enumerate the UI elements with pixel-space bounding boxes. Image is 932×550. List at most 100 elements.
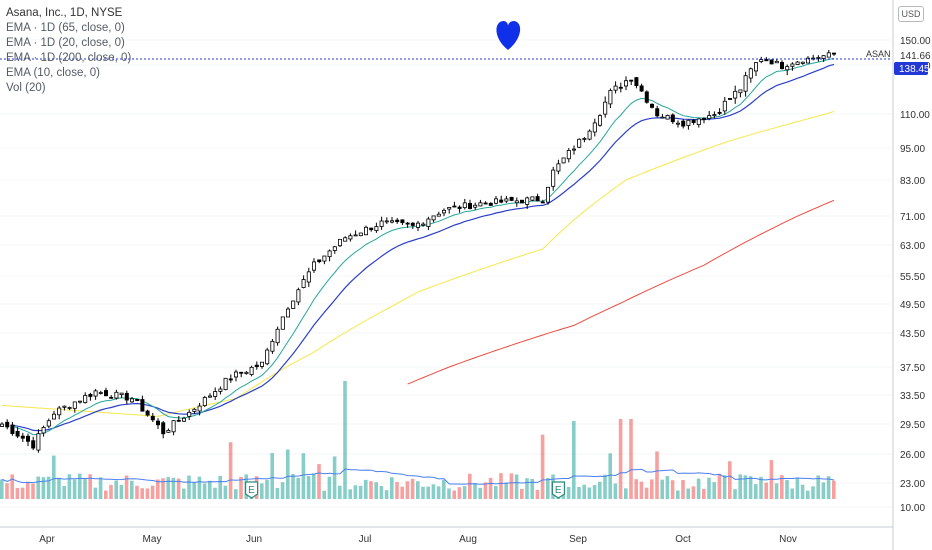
- legend-vol[interactable]: Vol (20): [6, 82, 46, 94]
- candle-body: [275, 328, 280, 344]
- candle: [639, 83, 644, 92]
- candle: [613, 81, 618, 94]
- price-tick-label: 63.00: [900, 241, 925, 252]
- candle-body: [743, 75, 748, 92]
- time-axis[interactable]: Apr May Jun Jul Aug Sep Oct Nov: [39, 534, 797, 545]
- candle-body: [728, 98, 733, 100]
- legend-title[interactable]: Asana, Inc., 1D, NYSE: [6, 7, 123, 19]
- volume-bar: [644, 487, 649, 499]
- candle: [88, 392, 93, 401]
- candle-body: [738, 89, 743, 94]
- volume-bar: [457, 487, 462, 499]
- candle-body: [270, 340, 275, 352]
- candle: [363, 225, 368, 236]
- candle-body: [530, 196, 535, 201]
- candle-body: [566, 150, 571, 160]
- volume-bar: [774, 483, 779, 499]
- candle-body: [239, 371, 244, 374]
- volume-bar: [26, 481, 30, 499]
- volume-bar: [525, 478, 529, 499]
- candle-body: [598, 115, 603, 126]
- volume-bar: [265, 479, 269, 499]
- volume-bar: [176, 478, 181, 499]
- price-tick-label: 150.00: [900, 36, 931, 47]
- volume-bar: [650, 479, 654, 499]
- candle: [634, 76, 639, 89]
- candle-body: [436, 213, 441, 217]
- volume-bar: [0, 479, 4, 499]
- candle-body: [806, 57, 811, 64]
- candle: [67, 406, 72, 411]
- volume-bar: [379, 485, 384, 499]
- candle-body: [681, 120, 686, 127]
- candle-body: [452, 205, 457, 208]
- volume-bar: [395, 482, 399, 499]
- volume-bar: [317, 464, 321, 499]
- candle: [774, 59, 779, 64]
- candle: [244, 371, 249, 375]
- candle: [384, 217, 389, 224]
- candle-body: [306, 271, 311, 283]
- candle: [665, 114, 670, 120]
- earnings-label: E: [555, 485, 562, 496]
- volume-bar: [530, 478, 534, 499]
- volume-bar: [119, 484, 124, 499]
- candle-body: [109, 396, 114, 399]
- candle: [759, 56, 764, 64]
- volume-bar: [280, 482, 285, 499]
- candle: [650, 103, 655, 109]
- legend-ema200[interactable]: EMA · 1D (200, close, 0): [6, 52, 132, 64]
- candle-body: [525, 197, 530, 205]
- candle: [670, 113, 675, 125]
- volume-bar: [639, 481, 644, 499]
- volume-bar: [728, 461, 732, 499]
- volume-bar: [592, 485, 597, 499]
- candle-body: [676, 122, 681, 125]
- volume-bar: [488, 477, 493, 499]
- earnings-marker[interactable]: E: [551, 481, 565, 499]
- volume-bar: [821, 482, 826, 499]
- legend-ema65[interactable]: EMA · 1D (65, close, 0): [6, 22, 125, 34]
- candle: [514, 197, 519, 207]
- volume-bar: [800, 484, 805, 499]
- earnings-marker[interactable]: E: [245, 481, 259, 499]
- candle: [275, 326, 280, 346]
- candle-body: [478, 202, 483, 207]
- candle-body: [582, 138, 587, 140]
- candle-body: [161, 422, 166, 435]
- candle: [280, 316, 285, 330]
- candle-body: [795, 61, 800, 65]
- currency-selector[interactable]: USD: [898, 6, 924, 22]
- volume-bar: [109, 484, 113, 499]
- volume-bar: [88, 474, 92, 499]
- candle: [821, 55, 826, 62]
- candle-body: [145, 410, 150, 416]
- candle: [660, 113, 665, 119]
- legend-ema10[interactable]: EMA (10, close, 0): [6, 67, 100, 79]
- volume-bar: [98, 477, 103, 499]
- volume-bar: [624, 488, 628, 499]
- volume-bar: [499, 473, 503, 499]
- candle: [722, 97, 727, 115]
- candle: [114, 389, 119, 400]
- candle: [577, 138, 582, 149]
- volume-bar: [702, 488, 706, 499]
- candle: [207, 393, 212, 398]
- candle: [676, 120, 681, 128]
- legend-ema20[interactable]: EMA · 1D (20, close, 0): [6, 37, 125, 49]
- volume-bar: [348, 489, 352, 499]
- volume-bar: [691, 486, 696, 499]
- volume-bar: [816, 475, 820, 499]
- candle-body: [410, 222, 415, 226]
- candle: [457, 205, 462, 213]
- candle: [748, 67, 753, 83]
- candle: [598, 114, 603, 127]
- price-tick-label: 10.00: [900, 503, 925, 514]
- candle: [31, 436, 36, 451]
- volume-bar: [390, 477, 394, 499]
- candle: [353, 230, 358, 237]
- candle-body: [499, 199, 504, 203]
- candle: [192, 408, 197, 415]
- volume-bar: [171, 477, 176, 499]
